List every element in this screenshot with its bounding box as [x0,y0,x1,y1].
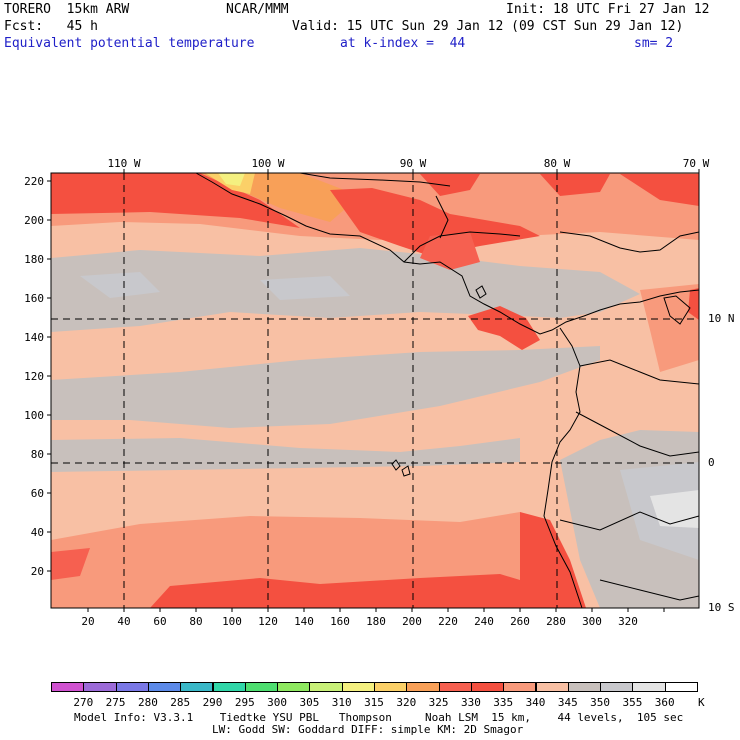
colorbar-swatch [147,682,182,692]
x-label: 80 [189,615,203,628]
colorbar-label: 295 [234,696,255,709]
colorbar-swatch [83,682,117,692]
model-info-line1: Model Info: V3.3.1 Tiedtke YSU PBL Thomp… [74,711,684,724]
y-label: 40 [30,526,44,539]
colorbar-swatch [535,682,569,692]
y-label: 180 [24,253,44,266]
center-label: NCAR/MMM [226,2,289,17]
lon-label-110w: 110 W [107,157,141,170]
colorbar-label: 345 [557,696,578,709]
y-label: 20 [30,565,44,578]
x-label: 160 [330,615,350,628]
colorbar-swatch [503,682,537,692]
colorbar-swatch [406,682,440,692]
lon-label-70w: 70 W [682,157,710,170]
lat-label-0: 0 [708,456,715,469]
lon-ticks [123,169,700,173]
colorbar-label: 275 [105,696,126,709]
x-label: 100 [222,615,242,628]
grid-lines [51,173,699,608]
colorbar-label: 360 [654,696,675,709]
colorbar-label: 355 [622,696,643,709]
colorbar-swatch [632,682,666,692]
colorbar-label: 320 [396,696,417,709]
x-label: 60 [153,615,167,628]
lat-label-10s: 10 S [708,601,735,614]
colorbar-swatch [567,682,602,692]
map-frame [50,172,700,609]
x-label: 120 [258,615,278,628]
colorbar-swatch [212,682,246,692]
y-label: 200 [24,214,44,227]
colorbar-swatch [664,682,698,692]
colorbar-label: 300 [267,696,288,709]
x-label: 140 [294,615,314,628]
x-label: 260 [510,615,530,628]
y-label: 100 [24,409,44,422]
y-label: 140 [24,331,44,344]
colorbar-label: 315 [364,696,384,709]
lat-label-10n: 10 N [708,312,735,325]
colorbar-swatch [51,682,85,692]
lon-label-80w: 80 W [543,157,571,170]
x-ticks [87,608,665,612]
colorbar-label: 280 [137,696,158,709]
colorbar-swatch [115,682,149,692]
y-label: 80 [30,448,44,461]
x-label: 180 [366,615,386,628]
y-label: 160 [24,292,44,305]
field-name: Equivalent potential temperature [4,36,255,51]
colorbar-swatch [600,682,634,692]
colorbar-swatch [180,682,214,692]
forecast-hour: Fcst: 45 h [4,19,98,34]
lon-label-100w: 100 W [251,157,285,170]
x-label: 220 [438,615,458,628]
colorbar-label: 330 [460,696,481,709]
y-label: 60 [30,487,44,500]
colorbar-label: 335 [493,696,514,709]
valid-time: Valid: 15 UTC Sun 29 Jan 12 (09 CST Sun … [292,19,684,34]
colorbar-swatch [374,682,408,692]
y-label: 220 [24,175,44,188]
x-label: 280 [546,615,566,628]
x-label: 20 [81,615,95,628]
init-time: Init: 18 UTC Fri 27 Jan 12 [506,2,710,17]
y-label: 120 [24,370,44,383]
colorbar-swatch [277,682,311,692]
colorbar-swatch [244,682,279,692]
colorbar-label: 285 [170,696,191,709]
colorbar-swatch [470,682,505,692]
colorbar-label: 310 [331,696,352,709]
x-label: 200 [402,615,422,628]
colorbar-label: 325 [428,696,449,709]
smoothing-label: sm= 2 [634,36,674,51]
y-ticks [47,180,51,572]
colorbar-label: 305 [299,696,320,709]
x-label: 40 [117,615,131,628]
colorbar-swatch [438,682,472,692]
x-label: 240 [474,615,494,628]
colorbar-label: 340 [525,696,546,709]
colorbar-label: 270 [73,696,94,709]
x-label: 300 [582,615,602,628]
model-title: TORERO 15km ARW [4,2,130,17]
x-label: 320 [618,615,638,628]
colorbar-unit: K [698,696,705,709]
temperature-field [51,173,699,608]
lon-label-90w: 90 W [399,157,427,170]
coastlines [195,172,700,609]
colorbar-label: 350 [590,696,611,709]
colorbar-swatch [341,682,375,692]
level-label: at k-index = 44 [340,36,466,51]
colorbar-label: 290 [202,696,223,709]
colorbar-swatch [309,682,343,692]
model-info-line2: LW: Godd SW: Goddard DIFF: simple KM: 2D… [212,723,524,736]
